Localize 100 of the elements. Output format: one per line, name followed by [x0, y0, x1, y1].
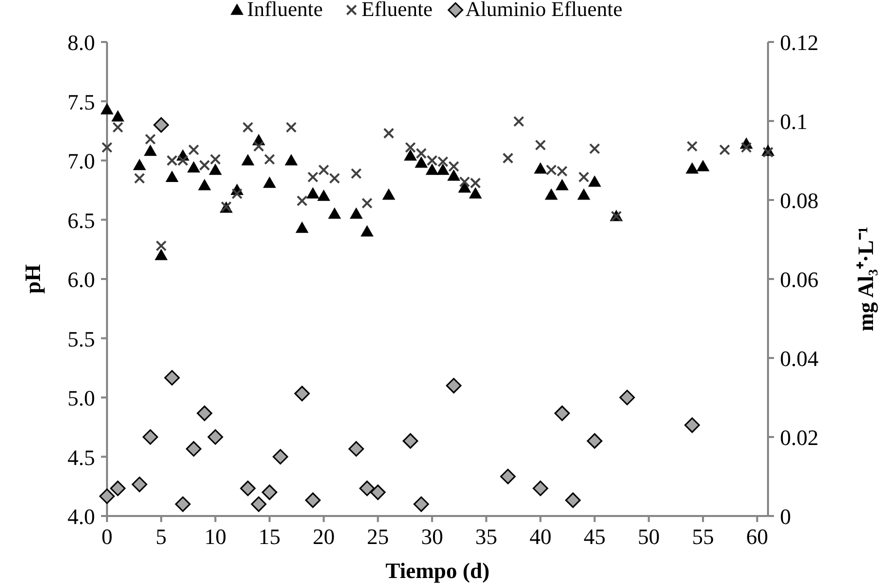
legend-label: Influente — [247, 0, 323, 21]
point — [99, 488, 115, 504]
point — [414, 156, 428, 168]
point — [502, 152, 514, 164]
point — [132, 476, 148, 492]
point — [577, 188, 590, 200]
point — [348, 441, 364, 457]
point — [619, 390, 635, 406]
point — [240, 480, 256, 496]
point — [196, 406, 212, 422]
x-tick-label: 60 — [746, 524, 768, 549]
point — [175, 496, 191, 512]
point — [554, 406, 570, 422]
y-tick-label: 6.5 — [68, 208, 95, 233]
point — [102, 142, 112, 153]
point — [413, 496, 429, 512]
y2-tick-label: 0.08 — [780, 188, 818, 213]
point — [262, 484, 278, 500]
point — [350, 168, 362, 180]
point — [686, 162, 699, 174]
point — [232, 188, 243, 200]
point — [144, 144, 157, 156]
point — [359, 480, 375, 496]
point — [199, 160, 210, 171]
point — [154, 248, 168, 260]
y-tick-label: 4.5 — [68, 444, 95, 470]
point — [250, 496, 266, 512]
point — [328, 207, 342, 219]
point — [329, 172, 340, 184]
point — [589, 143, 600, 154]
point — [166, 170, 179, 182]
x-tick-label: 50 — [638, 524, 660, 549]
y-tick-label: 7.5 — [68, 89, 95, 114]
point — [317, 190, 330, 201]
x-tick-label: 45 — [584, 524, 606, 549]
point — [360, 225, 374, 236]
point — [370, 484, 386, 500]
point — [208, 163, 222, 175]
y-tick-label: 6.0 — [68, 267, 95, 292]
point — [156, 240, 167, 252]
point — [458, 181, 472, 193]
point — [112, 122, 124, 133]
point — [164, 370, 180, 386]
point — [448, 160, 460, 172]
point — [284, 154, 298, 166]
point — [111, 110, 124, 122]
x-tick-label: 40 — [529, 524, 552, 549]
y2-tick-label: 0 — [780, 504, 791, 529]
point — [404, 142, 416, 153]
point — [402, 433, 418, 449]
point — [264, 154, 276, 165]
point — [187, 161, 200, 172]
point — [144, 134, 156, 145]
x-axis-title: Tiempo (d) — [385, 558, 490, 583]
point — [426, 163, 439, 175]
y2-tick-label: 0.12 — [780, 30, 818, 55]
point — [447, 169, 460, 181]
point — [318, 164, 330, 176]
y2-tick-label: 0.06 — [780, 267, 818, 292]
y-tick-label: 7.0 — [68, 148, 95, 174]
point — [198, 178, 212, 190]
point — [296, 222, 309, 233]
x-tick-label: 35 — [475, 524, 498, 549]
y-tick-label: 4.0 — [68, 504, 95, 529]
point — [404, 149, 417, 161]
point — [740, 142, 752, 153]
point — [416, 148, 427, 159]
y2-axis-title: mg Al₃⁺·L⁻¹ — [853, 226, 878, 332]
legend-label: Efluente — [362, 0, 433, 21]
point — [468, 187, 482, 199]
point — [305, 492, 321, 508]
point — [513, 116, 524, 127]
point — [294, 386, 310, 402]
point — [696, 160, 710, 172]
x-tick-label: 25 — [366, 524, 389, 549]
x-tick-label: 10 — [204, 524, 226, 549]
legend-label: Aluminio Efluente — [466, 0, 622, 21]
point — [500, 468, 516, 484]
point — [208, 429, 224, 445]
point — [578, 172, 590, 183]
point — [296, 195, 308, 206]
point — [565, 492, 581, 508]
point — [544, 188, 558, 200]
point — [588, 175, 602, 187]
point — [263, 176, 276, 188]
point — [382, 188, 396, 200]
point — [241, 154, 254, 166]
point — [556, 178, 569, 190]
x-tick-label: 15 — [258, 524, 281, 549]
point — [153, 117, 169, 133]
point — [719, 144, 730, 156]
point — [586, 433, 602, 449]
y-tick-label: 8.0 — [68, 30, 95, 55]
point — [134, 172, 146, 184]
point — [446, 378, 462, 394]
point — [242, 122, 254, 133]
point — [133, 158, 146, 170]
point — [350, 207, 363, 219]
y2-tick-label: 0.02 — [780, 425, 818, 450]
point — [272, 449, 288, 464]
